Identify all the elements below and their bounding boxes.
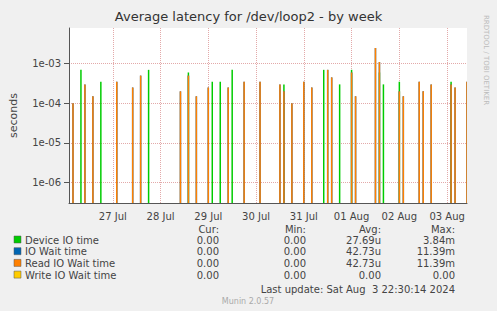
svg-text:0.00: 0.00 — [197, 235, 219, 246]
svg-text:IO Wait time: IO Wait time — [25, 246, 87, 257]
svg-text:03 Aug: 03 Aug — [429, 211, 464, 222]
svg-text:0.00: 0.00 — [197, 246, 219, 257]
svg-text:RRDTOOL / TOBI OETIKER: RRDTOOL / TOBI OETIKER — [482, 15, 490, 105]
svg-text:0.00: 0.00 — [284, 246, 306, 257]
svg-text:Average latency for /dev/loop2: Average latency for /dev/loop2 - by week — [115, 9, 383, 24]
svg-text:31 Jul: 31 Jul — [290, 211, 318, 222]
svg-text:0.00: 0.00 — [433, 270, 455, 281]
svg-text:seconds: seconds — [7, 93, 20, 138]
svg-text:1e-06: 1e-06 — [32, 177, 61, 188]
svg-text:0.00: 0.00 — [197, 258, 219, 269]
svg-text:Max:: Max: — [431, 224, 455, 235]
svg-text:3.84m: 3.84m — [423, 235, 455, 246]
svg-text:42.73u: 42.73u — [346, 258, 381, 269]
svg-text:0.00: 0.00 — [197, 270, 219, 281]
svg-text:42.73u: 42.73u — [346, 246, 381, 257]
svg-text:Read IO Wait time: Read IO Wait time — [25, 258, 115, 269]
svg-text:29 Jul: 29 Jul — [194, 211, 222, 222]
svg-text:0.00: 0.00 — [359, 270, 381, 281]
svg-text:Avg:: Avg: — [359, 224, 381, 235]
svg-text:30 Jul: 30 Jul — [242, 211, 270, 222]
svg-text:Munin 2.0.57: Munin 2.0.57 — [222, 297, 274, 306]
svg-text:1e-05: 1e-05 — [32, 137, 61, 148]
svg-text:Device IO time: Device IO time — [25, 235, 99, 246]
svg-text:27 Jul: 27 Jul — [99, 211, 127, 222]
svg-text:02 Aug: 02 Aug — [382, 211, 417, 222]
svg-text:Min:: Min: — [285, 224, 306, 235]
svg-text:Cur:: Cur: — [198, 224, 219, 235]
svg-text:0.00: 0.00 — [284, 258, 306, 269]
svg-text:1e-03: 1e-03 — [32, 58, 61, 69]
svg-text:Write IO Wait time: Write IO Wait time — [25, 270, 116, 281]
svg-text:27.69u: 27.69u — [346, 235, 381, 246]
svg-text:0.00: 0.00 — [284, 270, 306, 281]
svg-text:11.39m: 11.39m — [417, 258, 455, 269]
svg-text:11.39m: 11.39m — [417, 246, 455, 257]
svg-text:0.00: 0.00 — [284, 235, 306, 246]
svg-text:01 Aug: 01 Aug — [334, 211, 369, 222]
svg-text:Last update: Sat Aug 3 22:30:: Last update: Sat Aug 3 22:30:14 2024 — [261, 284, 455, 295]
svg-text:1e-04: 1e-04 — [32, 98, 61, 109]
svg-text:28 Jul: 28 Jul — [147, 211, 175, 222]
